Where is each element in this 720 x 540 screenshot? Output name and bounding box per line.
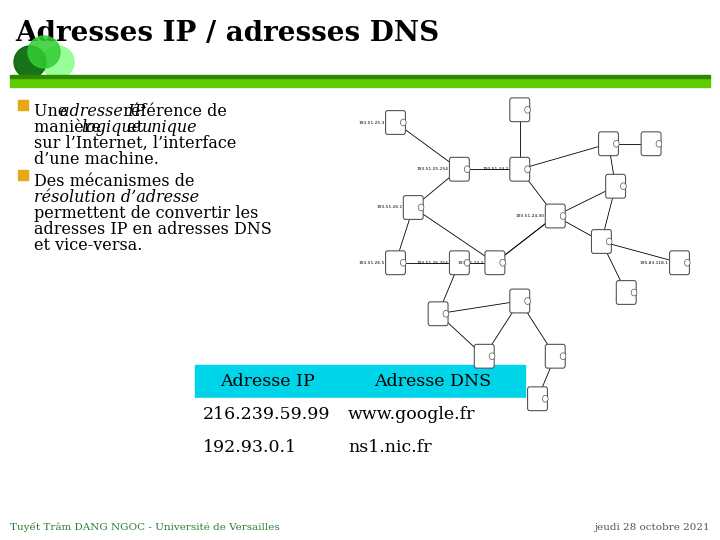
Circle shape xyxy=(685,259,690,266)
Text: 216.239.59.99: 216.239.59.99 xyxy=(203,406,330,423)
FancyBboxPatch shape xyxy=(528,387,547,410)
Text: sur l’Internet, l’interface: sur l’Internet, l’interface xyxy=(34,135,236,152)
Circle shape xyxy=(42,46,74,78)
Text: 193.51.25.254: 193.51.25.254 xyxy=(417,167,449,171)
FancyBboxPatch shape xyxy=(510,289,530,313)
Text: Des mécanismes de: Des mécanismes de xyxy=(34,173,194,190)
Text: www.google.fr: www.google.fr xyxy=(348,406,475,423)
Circle shape xyxy=(606,238,612,245)
Text: 193.51.26.1: 193.51.26.1 xyxy=(377,206,402,210)
Circle shape xyxy=(418,204,424,211)
FancyBboxPatch shape xyxy=(474,345,494,368)
FancyBboxPatch shape xyxy=(449,251,469,275)
FancyBboxPatch shape xyxy=(449,157,469,181)
Circle shape xyxy=(525,166,531,173)
Text: d’une machine.: d’une machine. xyxy=(34,151,159,168)
Circle shape xyxy=(656,140,662,147)
Text: référence de: référence de xyxy=(118,103,227,120)
Text: 193.51.24.3: 193.51.24.3 xyxy=(458,261,485,265)
Text: et: et xyxy=(122,119,148,136)
Bar xyxy=(10,75,710,78)
FancyBboxPatch shape xyxy=(642,132,661,156)
Bar xyxy=(195,398,340,431)
Text: Tuyết Trâm DANG NGOC - Université de Versailles: Tuyết Trâm DANG NGOC - Université de Ver… xyxy=(10,522,280,532)
Text: Adresses IP / adresses DNS: Adresses IP / adresses DNS xyxy=(15,20,439,47)
Bar xyxy=(195,431,340,464)
Circle shape xyxy=(560,213,566,219)
Text: et vice-versa.: et vice-versa. xyxy=(34,237,143,254)
Text: logique: logique xyxy=(81,119,141,136)
Circle shape xyxy=(525,298,531,305)
FancyBboxPatch shape xyxy=(591,230,611,253)
Text: 193.51.24.2: 193.51.24.2 xyxy=(483,167,509,171)
Text: Adresse IP: Adresse IP xyxy=(220,373,315,390)
FancyBboxPatch shape xyxy=(510,98,530,122)
FancyBboxPatch shape xyxy=(545,345,565,368)
FancyBboxPatch shape xyxy=(616,281,636,305)
Bar xyxy=(10,78,710,87)
FancyBboxPatch shape xyxy=(386,251,405,275)
Text: 193.51.26.254: 193.51.26.254 xyxy=(417,261,449,265)
FancyBboxPatch shape xyxy=(670,251,690,275)
Text: Adresse DNS: Adresse DNS xyxy=(374,373,491,390)
Text: manière: manière xyxy=(34,119,106,136)
Text: permettent de convertir les: permettent de convertir les xyxy=(34,205,258,222)
FancyBboxPatch shape xyxy=(606,174,626,198)
Text: résolution d’adresse: résolution d’adresse xyxy=(34,189,199,206)
Circle shape xyxy=(560,353,566,360)
Text: Une: Une xyxy=(34,103,73,120)
Text: 195.83.118.1: 195.83.118.1 xyxy=(640,261,669,265)
Circle shape xyxy=(542,395,548,402)
Circle shape xyxy=(525,106,531,113)
Text: 193.51.26.5: 193.51.26.5 xyxy=(359,261,385,265)
FancyBboxPatch shape xyxy=(428,302,448,326)
Circle shape xyxy=(631,289,637,296)
Text: adresses IP en adresses DNS: adresses IP en adresses DNS xyxy=(34,221,271,238)
Circle shape xyxy=(500,259,505,266)
Text: 193.51.25.3: 193.51.25.3 xyxy=(359,120,385,125)
Circle shape xyxy=(621,183,626,190)
Text: jeudi 28 octobre 2021: jeudi 28 octobre 2021 xyxy=(595,523,710,532)
Text: unique: unique xyxy=(142,119,197,136)
Text: 192.93.0.1: 192.93.0.1 xyxy=(203,439,297,456)
Bar xyxy=(18,100,28,110)
Circle shape xyxy=(464,166,470,173)
Text: ns1.nic.fr: ns1.nic.fr xyxy=(348,439,431,456)
FancyBboxPatch shape xyxy=(510,157,530,181)
Bar xyxy=(340,431,525,464)
Bar xyxy=(195,365,340,398)
Bar xyxy=(340,398,525,431)
Text: 193.51.24.30: 193.51.24.30 xyxy=(516,214,544,218)
Circle shape xyxy=(489,353,495,360)
Circle shape xyxy=(400,259,406,266)
Circle shape xyxy=(400,119,406,126)
Bar xyxy=(340,365,525,398)
Circle shape xyxy=(464,259,470,266)
FancyBboxPatch shape xyxy=(598,132,618,156)
Circle shape xyxy=(613,140,619,147)
Circle shape xyxy=(28,36,60,68)
FancyBboxPatch shape xyxy=(386,111,405,134)
FancyBboxPatch shape xyxy=(485,251,505,275)
FancyBboxPatch shape xyxy=(403,195,423,219)
Bar xyxy=(18,170,28,180)
Circle shape xyxy=(443,310,449,317)
Circle shape xyxy=(14,46,46,78)
FancyBboxPatch shape xyxy=(545,204,565,228)
Text: adresse IP: adresse IP xyxy=(60,103,145,120)
